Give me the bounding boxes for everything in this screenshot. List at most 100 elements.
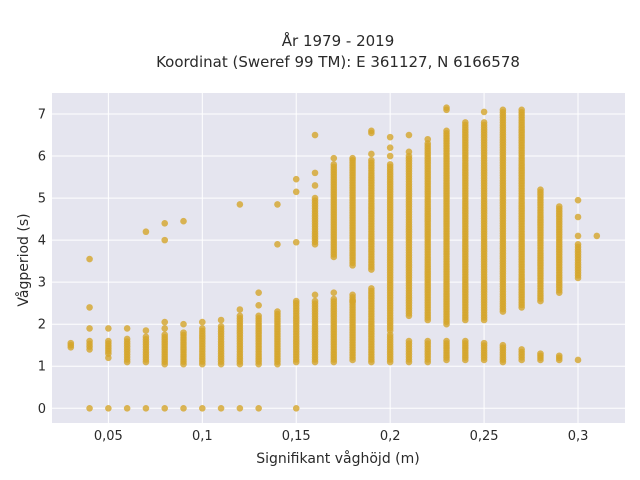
data-point (574, 196, 582, 204)
data-point (292, 188, 300, 196)
data-point (349, 297, 356, 305)
data-point (161, 318, 169, 326)
data-point (180, 217, 187, 225)
data-point (537, 186, 544, 193)
data-point (180, 320, 187, 328)
data-point (555, 203, 563, 210)
data-point (180, 329, 187, 336)
data-point (105, 325, 112, 332)
data-point (161, 331, 169, 339)
y-tick-label: 7 (38, 108, 46, 123)
data-point (161, 404, 169, 412)
data-point (462, 337, 469, 345)
x-tick-label: 0,2 (380, 429, 401, 444)
y-axis-ticks: 0 1 2 3 4 5 6 7 (38, 108, 46, 417)
data-point (480, 108, 488, 116)
data-point (217, 323, 225, 330)
data-points (67, 104, 601, 412)
data-point (199, 325, 206, 332)
data-point (480, 339, 488, 347)
data-point (67, 339, 75, 347)
data-point (311, 297, 319, 305)
data-point (330, 289, 338, 296)
data-point (199, 318, 206, 326)
data-point (86, 304, 93, 311)
data-point (574, 356, 582, 364)
data-point (443, 337, 450, 345)
data-point (349, 154, 356, 162)
data-point (105, 404, 112, 412)
data-point (123, 335, 131, 343)
data-point (574, 213, 582, 221)
data-point (274, 241, 281, 248)
data-point (86, 404, 93, 412)
x-tick-label: 0,1 (192, 429, 213, 444)
x-tick-label: 0,15 (282, 429, 311, 444)
y-axis-title: Vågperiod (s) (15, 213, 32, 306)
chart-title-line-1: År 1979 - 2019 (282, 31, 395, 50)
data-point (386, 144, 394, 151)
data-point (574, 232, 582, 240)
data-point (462, 119, 469, 126)
data-point (161, 325, 169, 332)
data-point (518, 106, 525, 114)
data-point (330, 154, 338, 162)
data-point (518, 346, 525, 353)
data-point (311, 182, 319, 189)
x-tick-label: 0,25 (470, 429, 499, 444)
data-point (330, 295, 338, 303)
data-point (255, 301, 262, 309)
data-point (236, 306, 244, 313)
y-tick-label: 2 (38, 318, 46, 333)
data-point (292, 238, 300, 246)
x-tick-label: 0,3 (568, 429, 589, 444)
x-axis-ticks: 0,05 0,1 0,15 0,2 0,25 0,3 (94, 429, 588, 444)
data-point (593, 232, 601, 240)
data-point (105, 337, 112, 345)
y-tick-label: 0 (38, 402, 46, 417)
data-point (311, 169, 319, 177)
data-point (274, 201, 281, 208)
data-point (499, 106, 507, 114)
data-point (274, 308, 281, 315)
data-point (236, 201, 244, 208)
data-point (236, 312, 244, 320)
data-point (86, 325, 93, 332)
data-point (86, 255, 93, 263)
data-point (311, 291, 319, 299)
data-point (386, 152, 394, 160)
data-point (217, 316, 225, 324)
gridlines (52, 93, 625, 423)
data-point (255, 289, 262, 296)
data-point (142, 327, 150, 334)
data-point (405, 131, 413, 139)
data-point (368, 150, 375, 158)
data-point (142, 228, 150, 236)
data-point (199, 404, 206, 412)
data-point (424, 135, 432, 143)
x-tick-label: 0,05 (94, 429, 123, 444)
chart-title-line-2: Koordinat (Sweref 99 TM): E 361127, N 61… (156, 53, 520, 71)
data-point (123, 325, 131, 332)
data-point (142, 404, 150, 412)
data-point (537, 350, 544, 357)
data-point (105, 354, 112, 362)
data-point (180, 404, 187, 412)
x-axis-title: Signifikant våghöjd (m) (256, 450, 419, 467)
y-tick-label: 1 (38, 360, 46, 375)
data-point (311, 131, 319, 139)
data-point (161, 236, 169, 244)
data-point (386, 133, 394, 141)
data-point (255, 404, 262, 412)
y-tick-label: 4 (38, 234, 46, 249)
y-tick-label: 6 (38, 150, 46, 165)
data-point (292, 175, 300, 183)
data-point (405, 337, 413, 345)
chart-title: År 1979 - 2019 Koordinat (Sweref 99 TM):… (156, 31, 520, 71)
data-point (161, 220, 169, 227)
data-point (443, 127, 450, 135)
data-point (499, 341, 507, 349)
data-point (86, 337, 93, 345)
data-point (311, 194, 319, 202)
data-point (368, 285, 375, 292)
